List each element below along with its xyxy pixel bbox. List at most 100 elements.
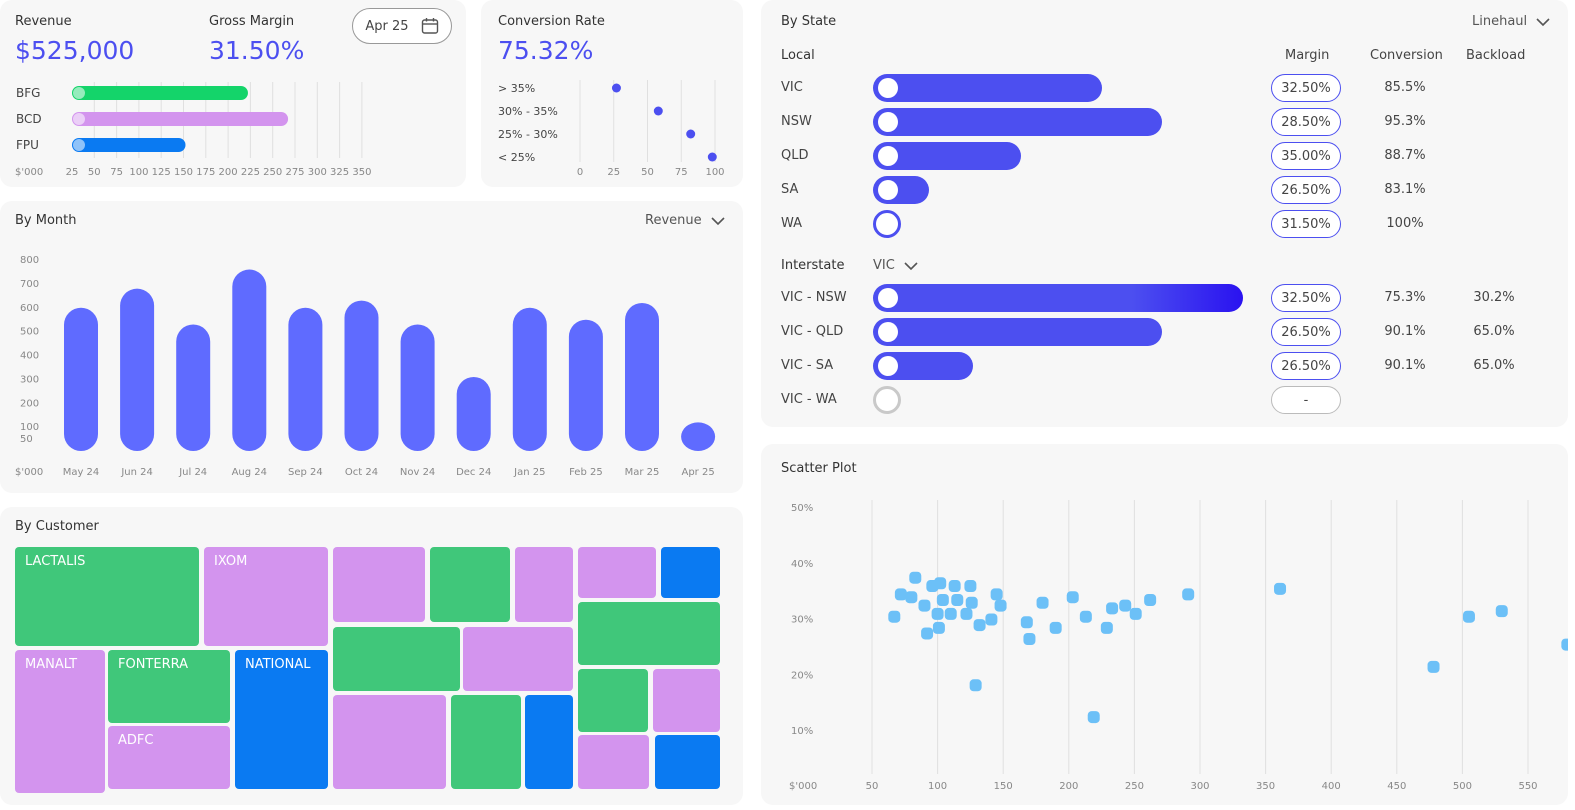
treemap-tile-ixom[interactable]: IXOM xyxy=(204,547,328,646)
scatter-point xyxy=(1023,633,1036,646)
state-row-label: VIC - WA xyxy=(781,392,837,407)
revenue-bar-knob xyxy=(73,113,85,125)
month-bar xyxy=(681,422,716,451)
conversion-value: 100% xyxy=(1386,216,1424,231)
x-tick-label: 450 xyxy=(1387,781,1406,792)
revenue-bar-label: FPU xyxy=(16,138,39,152)
gross-margin-label: Gross Margin xyxy=(209,14,295,29)
treemap-tile[interactable] xyxy=(451,695,521,789)
month-bar xyxy=(288,307,323,451)
x-tick-label: Apr 25 xyxy=(681,467,714,478)
conversion-value: 83.1% xyxy=(1384,182,1426,197)
x-tick-label: 50 xyxy=(641,167,654,178)
treemap-tile[interactable] xyxy=(525,695,573,789)
revenue-label: Revenue xyxy=(15,14,72,29)
treemap-tile[interactable] xyxy=(578,602,720,665)
month-bar xyxy=(344,300,379,451)
state-bar[interactable] xyxy=(873,352,973,380)
treemap-tile[interactable] xyxy=(655,735,720,789)
x-tick-label: 0 xyxy=(577,167,583,178)
scatter-point xyxy=(1274,582,1287,595)
scatter-point xyxy=(1561,638,1568,651)
treemap-tile-manalt[interactable]: MANALT xyxy=(15,650,105,793)
margin-pill: 28.50% xyxy=(1271,108,1341,136)
state-bar[interactable] xyxy=(873,74,1103,102)
x-tick-label: Jan 25 xyxy=(513,467,545,478)
scatter-point xyxy=(969,679,982,692)
scatter-point xyxy=(894,588,907,601)
state-bar[interactable] xyxy=(873,210,901,238)
x-tick-label: Dec 24 xyxy=(456,467,491,478)
month-bar xyxy=(120,288,155,451)
treemap-tile-fonterra[interactable]: FONTERRA xyxy=(108,650,230,723)
x-tick-label: 50 xyxy=(866,781,879,792)
treemap-label: LACTALIS xyxy=(25,554,86,569)
conversion-row-label: < 25% xyxy=(498,151,535,164)
revenue-bar-label: BFG xyxy=(16,86,40,100)
treemap-tile[interactable] xyxy=(578,735,649,789)
state-row-label: NSW xyxy=(781,114,812,129)
scatter-point xyxy=(994,599,1007,612)
treemap-tile-national[interactable]: NATIONAL xyxy=(235,650,328,789)
x-tick-label: 125 xyxy=(152,167,171,178)
month-metric-dropdown[interactable]: Revenue xyxy=(645,213,726,228)
treemap-tile[interactable] xyxy=(333,695,446,789)
month-bar xyxy=(64,307,98,451)
scatter-point xyxy=(934,577,947,590)
interstate-dropdown[interactable]: VIC xyxy=(873,258,919,273)
scatter-point xyxy=(888,610,901,623)
treemap-tile[interactable] xyxy=(578,547,656,598)
revenue-card: Revenue $525,000 Gross Margin 31.50% Apr… xyxy=(0,0,466,187)
treemap-tile[interactable] xyxy=(333,547,425,622)
by-month-card: By Month Revenue 800 700 600 500 400 300 200 10… xyxy=(0,201,743,493)
state-bar[interactable] xyxy=(873,142,1021,170)
date-picker-button[interactable]: Apr 25 xyxy=(352,8,452,44)
treemap-label: MANALT xyxy=(25,657,78,672)
x-tick-label: 300 xyxy=(308,167,327,178)
treemap-tile[interactable] xyxy=(463,627,573,691)
treemap-tile[interactable] xyxy=(578,669,648,732)
treemap-tile[interactable] xyxy=(430,547,510,622)
treemap-tile[interactable] xyxy=(515,547,573,622)
state-bar[interactable] xyxy=(873,176,929,204)
conversion-card: Conversion Rate 75.32% 0 25 50 75 100 > 35% 30… xyxy=(481,0,743,187)
month-bar xyxy=(232,269,267,451)
state-bar[interactable] xyxy=(873,386,901,414)
axis-unit-label: $'000 xyxy=(789,781,817,792)
revenue-value: $525,000 xyxy=(15,36,135,65)
state-bar[interactable] xyxy=(873,108,1162,136)
revenue-bar xyxy=(72,138,186,152)
treemap-tile-lactalis[interactable]: LACTALIS xyxy=(15,547,199,646)
y-tick-label: 400 xyxy=(20,351,39,362)
treemap-tile[interactable] xyxy=(653,669,720,732)
revenue-bar-knob xyxy=(73,139,85,151)
scatter-point xyxy=(1079,610,1092,623)
scatter-point xyxy=(1427,660,1440,673)
state-bar[interactable] xyxy=(873,284,1243,312)
column-backload-header: Backload xyxy=(1466,48,1526,63)
treemap-tile[interactable] xyxy=(661,547,720,598)
treemap-label: NATIONAL xyxy=(245,657,311,672)
scatter-point xyxy=(960,607,973,620)
local-section-label: Local xyxy=(781,48,815,63)
chevron-down-icon xyxy=(711,216,725,225)
x-tick-label: 100 xyxy=(129,167,148,178)
revenue-bar-label: BCD xyxy=(16,112,42,126)
axis-unit-label: $'000 xyxy=(15,167,43,178)
conversion-dot xyxy=(707,152,717,162)
x-tick-label: 75 xyxy=(675,167,688,178)
scatter-point xyxy=(973,619,986,632)
scatter-point xyxy=(985,613,998,626)
axis-unit-label: $'000 xyxy=(15,467,43,478)
linehaul-dropdown[interactable]: Linehaul xyxy=(1472,14,1551,29)
scatter-point xyxy=(1106,602,1119,615)
x-tick-label: 325 xyxy=(330,167,349,178)
treemap-tile-adfc[interactable]: ADFC xyxy=(108,726,230,789)
conversion-label: Conversion Rate xyxy=(498,14,605,29)
scatter-point xyxy=(1066,591,1079,604)
treemap-tile[interactable] xyxy=(333,627,460,691)
scatter-card: Scatter Plot 50 100 150 200 250 300 350 400 450 5… xyxy=(761,444,1568,805)
state-bar[interactable] xyxy=(873,318,1162,346)
date-picker-label: Apr 25 xyxy=(365,18,409,34)
margin-pill: 31.50% xyxy=(1271,210,1341,238)
